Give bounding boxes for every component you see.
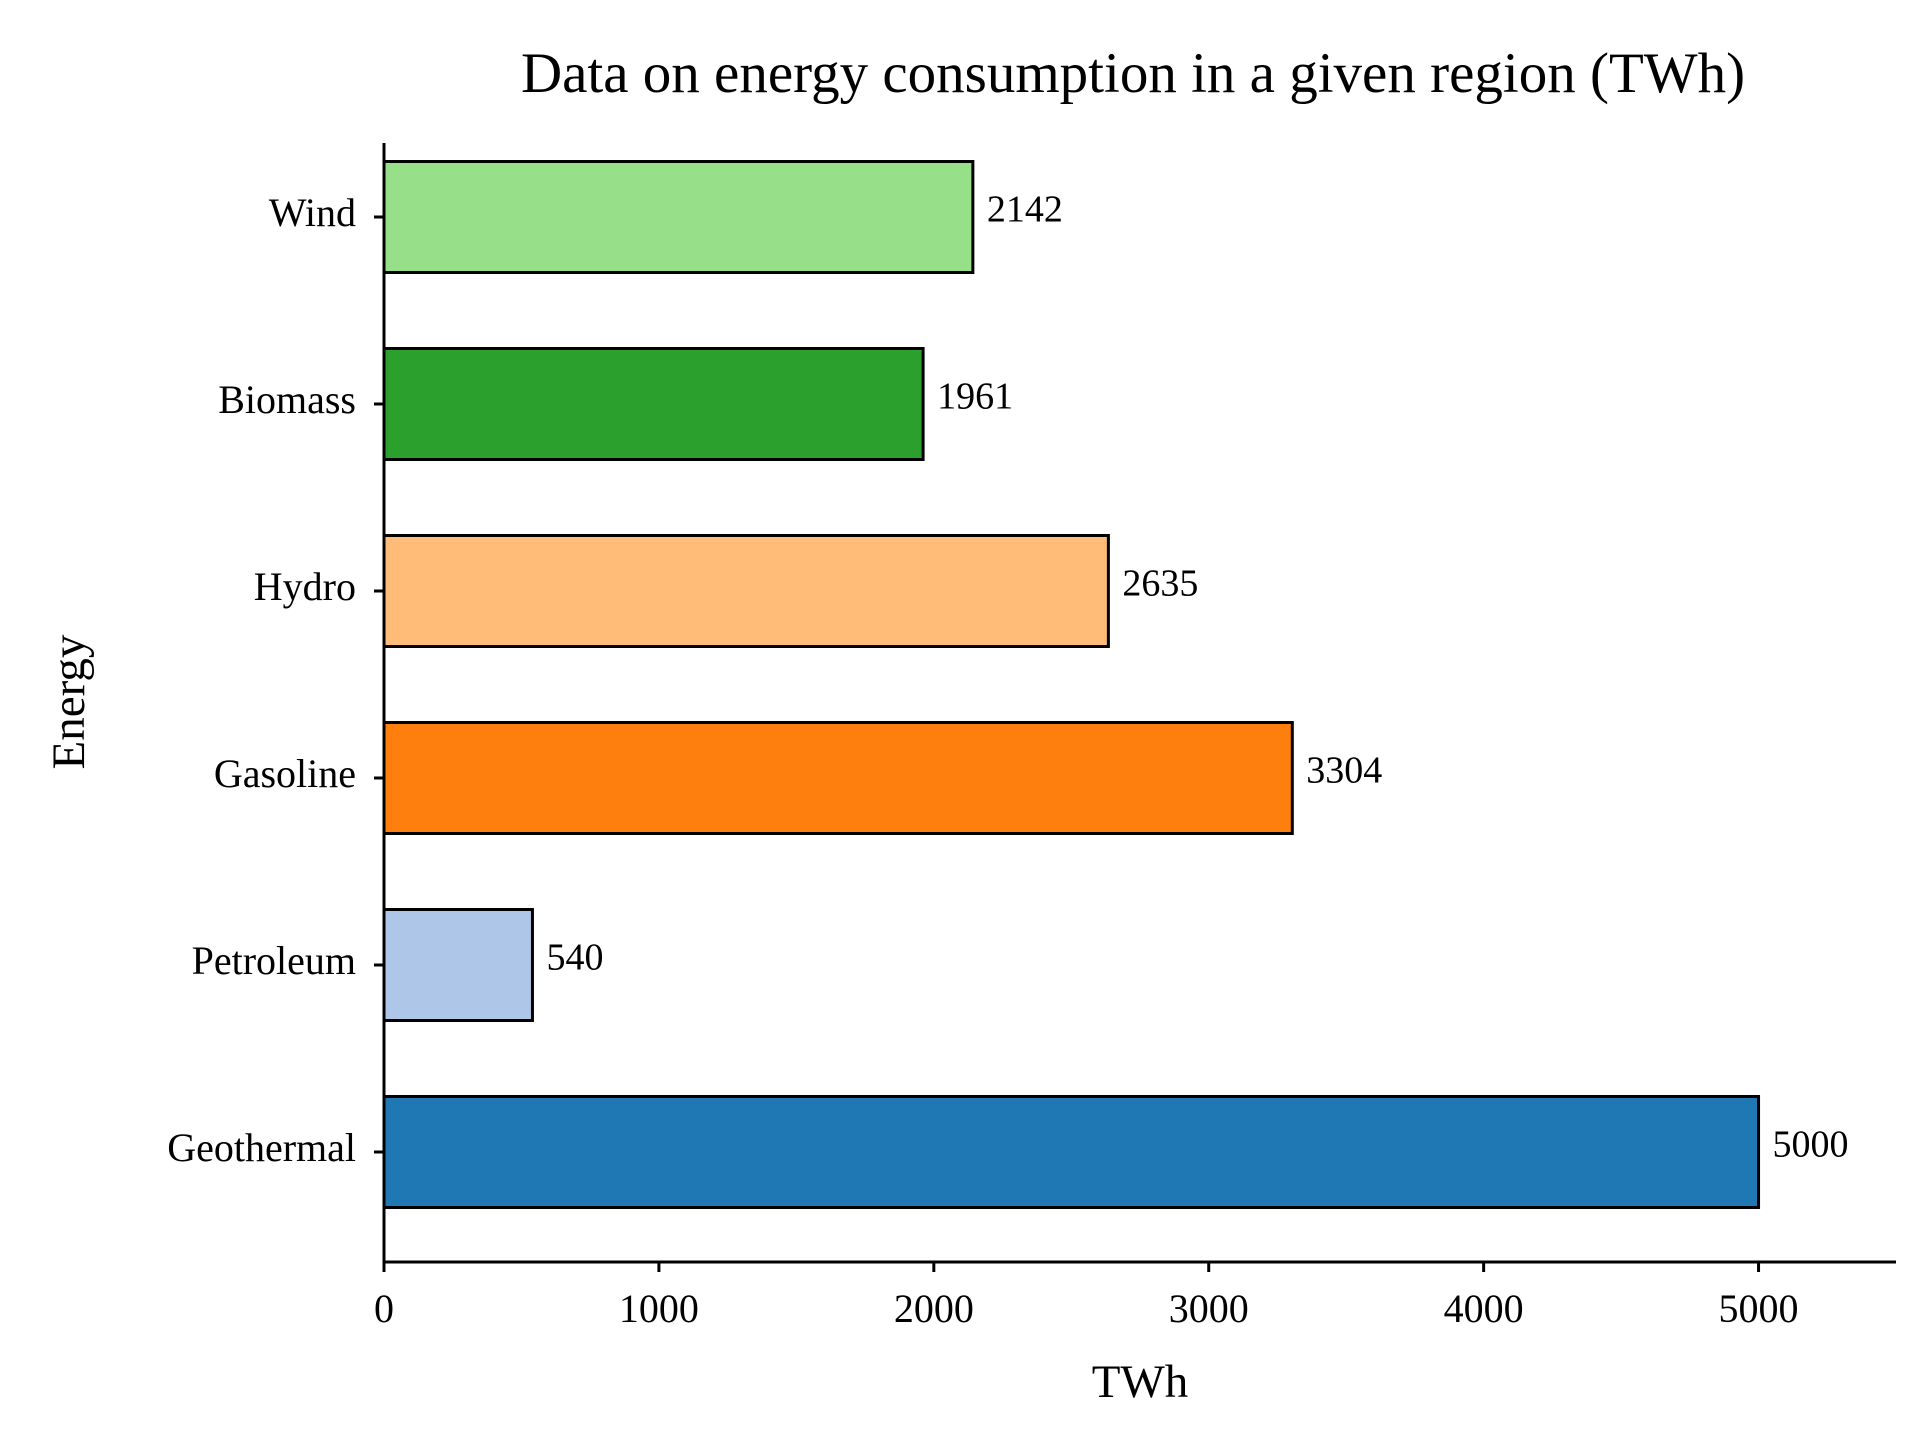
y-axis-label: Energy	[43, 634, 95, 769]
x-tick-label-3000: 3000	[1169, 1286, 1249, 1331]
bar-wind	[382, 160, 975, 274]
bars-group	[382, 160, 1761, 1209]
x-axis: 0 1000 2000 3000 4000 5000	[374, 1260, 1896, 1331]
y-ticks-group: Geothermal Petroleum Gasoline Hydro Biomass W…	[167, 190, 384, 1170]
value-label-geothermal: 5000	[1773, 1124, 1849, 1166]
value-label-biomass: 1961	[937, 376, 1013, 418]
y-tick-label-hydro: Hydro	[254, 564, 356, 609]
bar-petroleum	[382, 908, 534, 1022]
bar-gasoline	[382, 721, 1294, 835]
value-label-gasoline: 3304	[1306, 750, 1382, 792]
y-tick-label-gasoline: Gasoline	[214, 751, 356, 796]
x-ticks-group: 0 1000 2000 3000 4000 5000	[374, 1262, 1799, 1331]
bar-geothermal	[382, 1095, 1761, 1209]
x-axis-label: TWh	[1092, 1356, 1189, 1408]
bar-hydro	[382, 534, 1110, 648]
value-label-hydro: 2635	[1122, 563, 1198, 605]
y-tick-label-biomass: Biomass	[218, 377, 356, 422]
x-tick-label-5000: 5000	[1719, 1286, 1799, 1331]
y-tick-label-petroleum: Petroleum	[192, 938, 356, 983]
chart-title: Data on energy consumption in a given re…	[521, 42, 1745, 105]
x-tick-label-2000: 2000	[894, 1286, 974, 1331]
x-tick-label-4000: 4000	[1444, 1286, 1524, 1331]
bar-biomass	[382, 347, 925, 461]
value-label-wind: 2142	[987, 189, 1063, 231]
y-tick-label-wind: Wind	[269, 190, 356, 235]
x-tick-label-0: 0	[374, 1286, 394, 1331]
y-tick-label-geothermal: Geothermal	[167, 1125, 356, 1170]
y-axis: Geothermal Petroleum Gasoline Hydro Biomass W…	[167, 143, 386, 1262]
value-label-petroleum: 540	[546, 937, 603, 979]
x-tick-label-1000: 1000	[619, 1286, 699, 1331]
value-labels-group: 5000 540 3304 2635 1961 2142	[546, 189, 1848, 1166]
